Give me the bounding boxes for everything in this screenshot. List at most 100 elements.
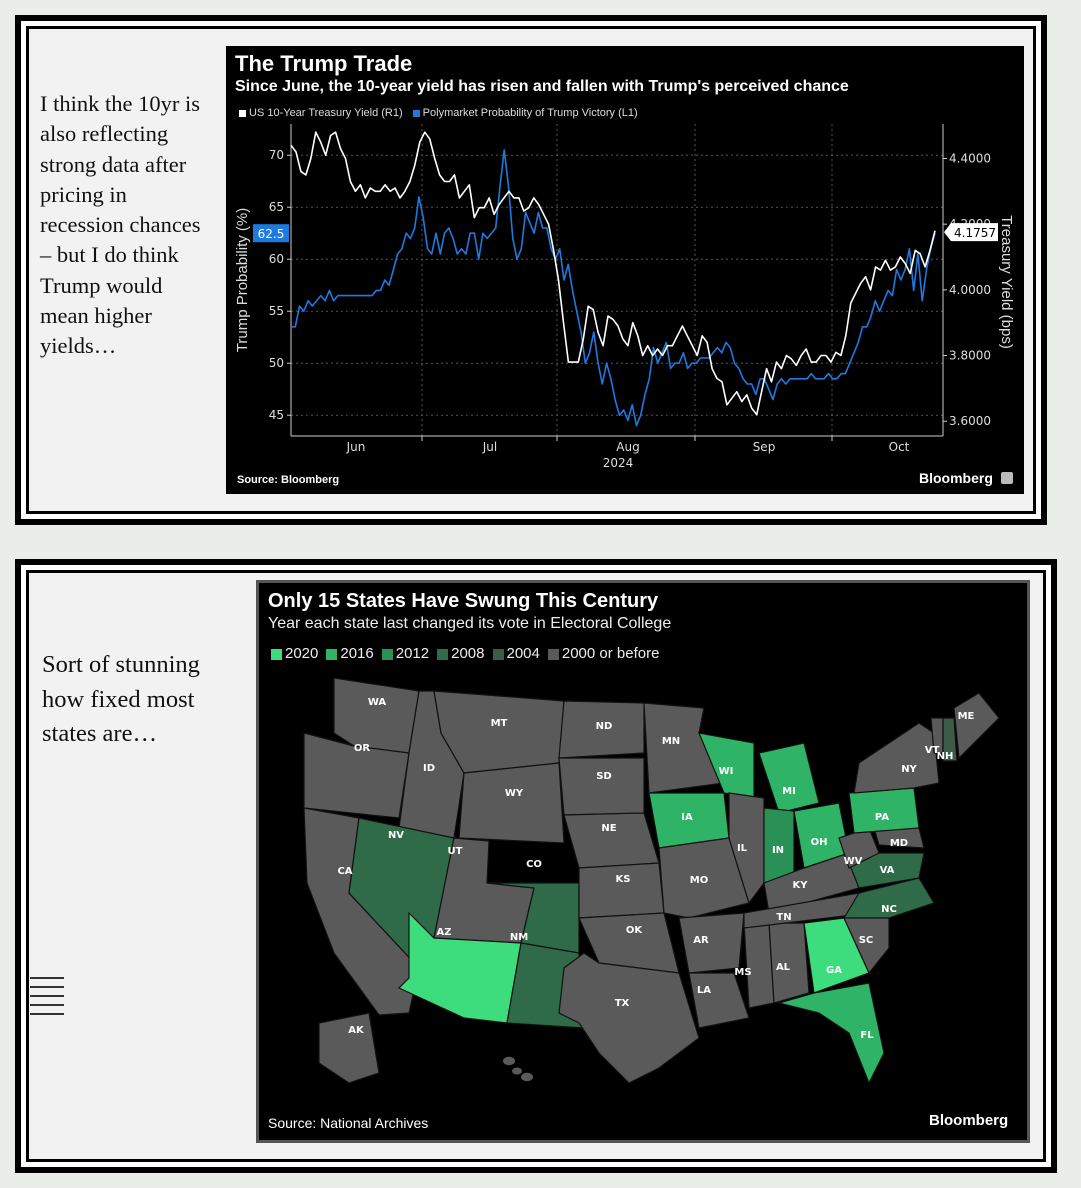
left-tick-label: 55 [269,304,284,318]
state-label-tx: TX [615,998,630,1009]
state-label-or: OR [354,743,371,754]
map-legend-item: 2000 or before [547,645,659,662]
hawaii-island [512,1067,522,1075]
chart-source: Source: Bloomberg [237,474,340,486]
state-label-wa: WA [368,697,387,708]
state-ak [318,1012,380,1084]
state-label-oh: OH [811,837,828,848]
x-tick-label: Sep [753,440,776,454]
map-legend-label: 2016 [340,645,374,662]
right-value-tag-label: 4.1757 [954,226,996,240]
right-value-tag [944,223,998,242]
legend-swatch-icon [381,648,393,660]
state-me [953,692,1000,760]
state-il [728,792,765,905]
legend-yield: US 10-Year Treasury Yield (R1) [239,107,403,119]
hawaii-island [521,1072,533,1082]
state-label-nh: NH [937,751,954,762]
x-axis-label: 2024 [603,456,634,470]
left-value-tag [253,224,289,243]
legend-swatch-icon [547,648,559,660]
line-chart-plot: 4550556065703.60003.80004.00004.20004.40… [234,124,1015,470]
drag-handle-icon[interactable] [30,977,64,1022]
bloomberg-logo: Bloomberg [919,470,1013,486]
state-label-vt: VT [925,745,940,756]
legend-swatch-icon [271,648,282,660]
right-tick-label: 4.4000 [949,151,991,165]
state-label-sd: SD [596,771,612,782]
state-label-mi: MI [782,786,796,797]
legend-swatch-icon [437,648,449,660]
state-wa [333,677,420,754]
state-label-mo: MO [690,875,708,886]
state-or [303,732,410,819]
state-tx [558,952,700,1084]
state-label-ks: KS [616,874,631,885]
state-label-tn: TN [776,912,791,923]
left-axis-title: Trump Probability (%) [234,208,251,352]
state-label-wi: WI [719,766,734,777]
x-tick-label: Aug [616,440,639,454]
state-nd [558,700,645,759]
chart-subtitle: Since June, the 10-year yield has risen … [235,78,849,95]
state-ne [563,812,660,869]
left-tick-label: 45 [269,408,284,422]
state-label-mn: MN [662,736,680,747]
state-label-ar: AR [693,935,709,946]
state-label-ia: IA [681,812,693,823]
chart-legend: US 10-Year Treasury Yield (R1) Polymarke… [239,107,638,119]
chart-title: The Trump Trade [235,51,413,76]
caption-yield-comment: I think the 10yr is also reflecting stro… [40,91,201,359]
map-legend-item: 2008 [437,645,485,662]
x-tick-label: Jun [346,440,366,454]
terminal-icon [1000,472,1013,484]
map-legend-label: 2020 [285,645,319,662]
white-square-icon [239,109,246,117]
state-label-fl: FL [860,1030,874,1041]
state-nc [842,877,935,919]
right-axis-title: Treasury Yield (bps) [998,215,1015,349]
state-label-ne: NE [601,823,616,834]
state-al [768,922,810,1004]
state-mo [658,837,750,919]
right-tick-label: 3.6000 [949,414,991,428]
map-legend-item: 2012 [381,645,430,662]
right-tick-label: 4.0000 [949,283,991,297]
state-label-nm: NM [510,932,528,943]
state-label-sc: SC [859,935,874,946]
map-legend-label: 2004 [506,645,540,662]
state-label-in: IN [772,845,784,856]
legend-swatch-icon [492,648,504,660]
series-yield-line [290,131,936,416]
state-label-ky: KY [793,880,809,891]
right-tick-label: 3.8000 [949,349,991,363]
left-tick-label: 65 [269,200,284,214]
legend-probability-label: Polymarket Probability of Trump Victory … [422,107,638,119]
map-title: Only 15 States Have Swung This Century [268,590,659,612]
us-map: WA OR CA ID NV MT WY UT CO AZ NM ND SD NE KS OK TX MN IA MO… [303,677,1000,1085]
left-tick-label: 60 [269,252,284,266]
map-source: Source: National Archives [268,1115,429,1131]
map-legend: 2020 2016 2012 2008 2004 2000 or before [271,645,659,662]
series-probability-line [291,149,936,427]
state-label-az: AZ [437,927,452,938]
state-label-va: VA [880,865,895,876]
state-nh [942,717,958,762]
state-mi [758,742,820,814]
trump-trade-chart: The Trump Trade Since June, the 10-year … [226,46,1024,494]
state-label-nd: ND [596,721,613,732]
state-label-ny: NY [901,764,917,775]
x-tick-label: Jul [482,440,497,454]
state-label-il: IL [737,843,748,854]
state-la [688,972,750,1029]
map-legend-item: 2016 [326,645,374,662]
legend-probability: Polymarket Probability of Trump Victory … [412,107,638,119]
map-subtitle: Year each state last changed its vote in… [268,615,672,632]
map-legend-item: 2020 [271,645,318,662]
left-tick-label: 70 [269,148,284,162]
state-az [397,911,522,1024]
legend-yield-label: US 10-Year Treasury Yield (R1) [249,107,403,119]
state-label-ca: CA [337,866,352,877]
state-label-wy: WY [505,788,524,799]
map-legend-label: 2012 [395,645,430,662]
